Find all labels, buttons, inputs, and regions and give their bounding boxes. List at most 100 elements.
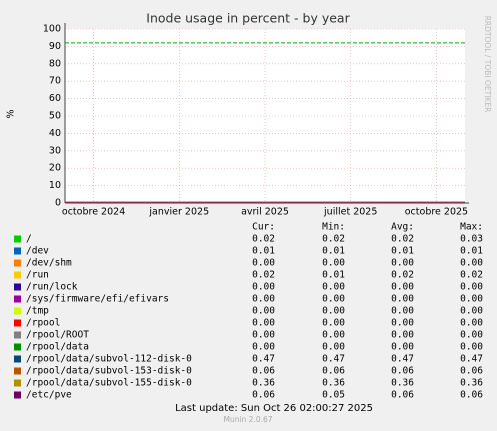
stat-value: 0.06 <box>252 390 275 401</box>
legend-swatch <box>14 379 21 387</box>
legend-swatch <box>14 295 21 303</box>
stat-value: 0.00 <box>322 282 345 293</box>
stat-value: 0.02 <box>252 234 275 245</box>
legend-swatch <box>14 319 21 327</box>
stat-value: 0.00 <box>322 330 345 341</box>
stat-value: 0.00 <box>460 330 483 341</box>
stat-value: 0.00 <box>252 306 275 317</box>
stat-value: 0.06 <box>460 366 483 377</box>
stat-value: 0.00 <box>252 258 275 269</box>
y-tick-label: 10 <box>49 180 61 191</box>
stat-header: Max: <box>460 222 483 233</box>
stat-value: 0.00 <box>322 258 345 269</box>
legend-label: /rpool/data/subvol-153-disk-0 <box>26 366 192 377</box>
y-tick-label: 90 <box>49 41 61 52</box>
stat-value: 0.00 <box>322 318 345 329</box>
legend-label: /etc/pve <box>26 390 72 401</box>
last-update: Last update: Sun Oct 26 02:00:27 2025 <box>175 403 373 414</box>
legend-swatch <box>14 391 21 399</box>
stat-value: 0.02 <box>391 270 414 281</box>
stat-header: Min: <box>322 222 345 233</box>
legend-label: /run <box>26 270 49 281</box>
stat-header: Avg: <box>391 222 414 233</box>
x-tick-label: octobre 2024 <box>62 207 125 218</box>
stat-value: 0.06 <box>460 390 483 401</box>
stat-value: 0.36 <box>391 378 414 389</box>
stat-value: 0.36 <box>252 378 275 389</box>
stat-value: 0.47 <box>460 354 483 365</box>
stat-value: 0.00 <box>460 318 483 329</box>
stat-value: 0.00 <box>460 342 483 353</box>
legend-label: / <box>26 234 32 245</box>
stat-value: 0.47 <box>322 354 345 365</box>
x-tick-label: octobre 2025 <box>405 207 468 218</box>
stat-value: 0.00 <box>391 282 414 293</box>
legend-label: /rpool <box>26 318 60 329</box>
stat-value: 0.00 <box>460 258 483 269</box>
stat-value: 0.06 <box>322 366 345 377</box>
stat-value: 0.00 <box>252 294 275 305</box>
legend-label: /tmp <box>26 306 49 317</box>
legend-label: /sys/firmware/efi/efivars <box>26 294 169 305</box>
stat-value: 0.00 <box>252 318 275 329</box>
legend-label: /dev <box>26 246 49 257</box>
stat-value: 0.01 <box>460 246 483 257</box>
legend-label: /rpool/data/subvol-155-disk-0 <box>26 378 192 389</box>
legend-swatch <box>14 235 21 243</box>
stat-value: 0.05 <box>322 390 345 401</box>
legend-swatch <box>14 367 21 375</box>
stat-value: 0.02 <box>252 270 275 281</box>
stat-value: 0.00 <box>252 282 275 293</box>
stat-value: 0.00 <box>391 342 414 353</box>
stat-value: 0.01 <box>322 246 345 257</box>
legend-label: /dev/shm <box>26 258 72 269</box>
legend-swatch <box>14 331 21 339</box>
y-tick-label: 50 <box>49 111 61 122</box>
stat-value: 0.06 <box>391 390 414 401</box>
legend-swatch <box>14 343 21 351</box>
stat-value: 0.03 <box>460 234 483 245</box>
legend-label: /run/lock <box>26 282 78 293</box>
stat-value: 0.06 <box>391 366 414 377</box>
stat-value: 0.00 <box>460 282 483 293</box>
x-tick-label: juillet 2025 <box>323 207 377 218</box>
legend-label: /rpool/ROOT <box>26 330 89 341</box>
y-tick-label: 40 <box>49 128 61 139</box>
stat-value: 0.02 <box>322 234 345 245</box>
x-tick-label: janvier 2025 <box>148 207 209 218</box>
stat-value: 0.36 <box>322 378 345 389</box>
stat-value: 0.01 <box>322 270 345 281</box>
y-tick-label: 80 <box>49 58 61 69</box>
y-axis-label: % <box>6 109 17 118</box>
stat-value: 0.00 <box>460 306 483 317</box>
legend-swatch <box>14 271 21 279</box>
stat-value: 0.00 <box>391 306 414 317</box>
stat-value: 0.47 <box>391 354 414 365</box>
stat-value: 0.01 <box>252 246 275 257</box>
stat-value: 0.00 <box>391 330 414 341</box>
stat-value: 0.00 <box>252 342 275 353</box>
legend-swatch <box>14 307 21 315</box>
y-tick-label: 60 <box>49 93 61 104</box>
stat-value: 0.00 <box>252 330 275 341</box>
y-tick-label: 100 <box>43 24 61 35</box>
legend-label: /rpool/data/subvol-112-disk-0 <box>26 354 192 365</box>
stat-value: 0.02 <box>460 270 483 281</box>
stat-value: 0.00 <box>391 294 414 305</box>
stat-value: 0.36 <box>460 378 483 389</box>
x-tick-label: avril 2025 <box>241 207 289 218</box>
legend-swatch <box>14 259 21 267</box>
stat-value: 0.00 <box>322 306 345 317</box>
legend-swatch <box>14 283 21 291</box>
stat-header: Cur: <box>252 222 275 233</box>
stat-value: 0.00 <box>322 342 345 353</box>
y-tick-label: 0 <box>55 198 61 209</box>
stat-value: 0.01 <box>391 246 414 257</box>
legend-swatch <box>14 355 21 363</box>
stat-value: 0.00 <box>322 294 345 305</box>
footer: Munin 2.0.67 <box>223 415 272 424</box>
legend-label: /rpool/data <box>26 342 89 353</box>
stat-value: 0.06 <box>252 366 275 377</box>
